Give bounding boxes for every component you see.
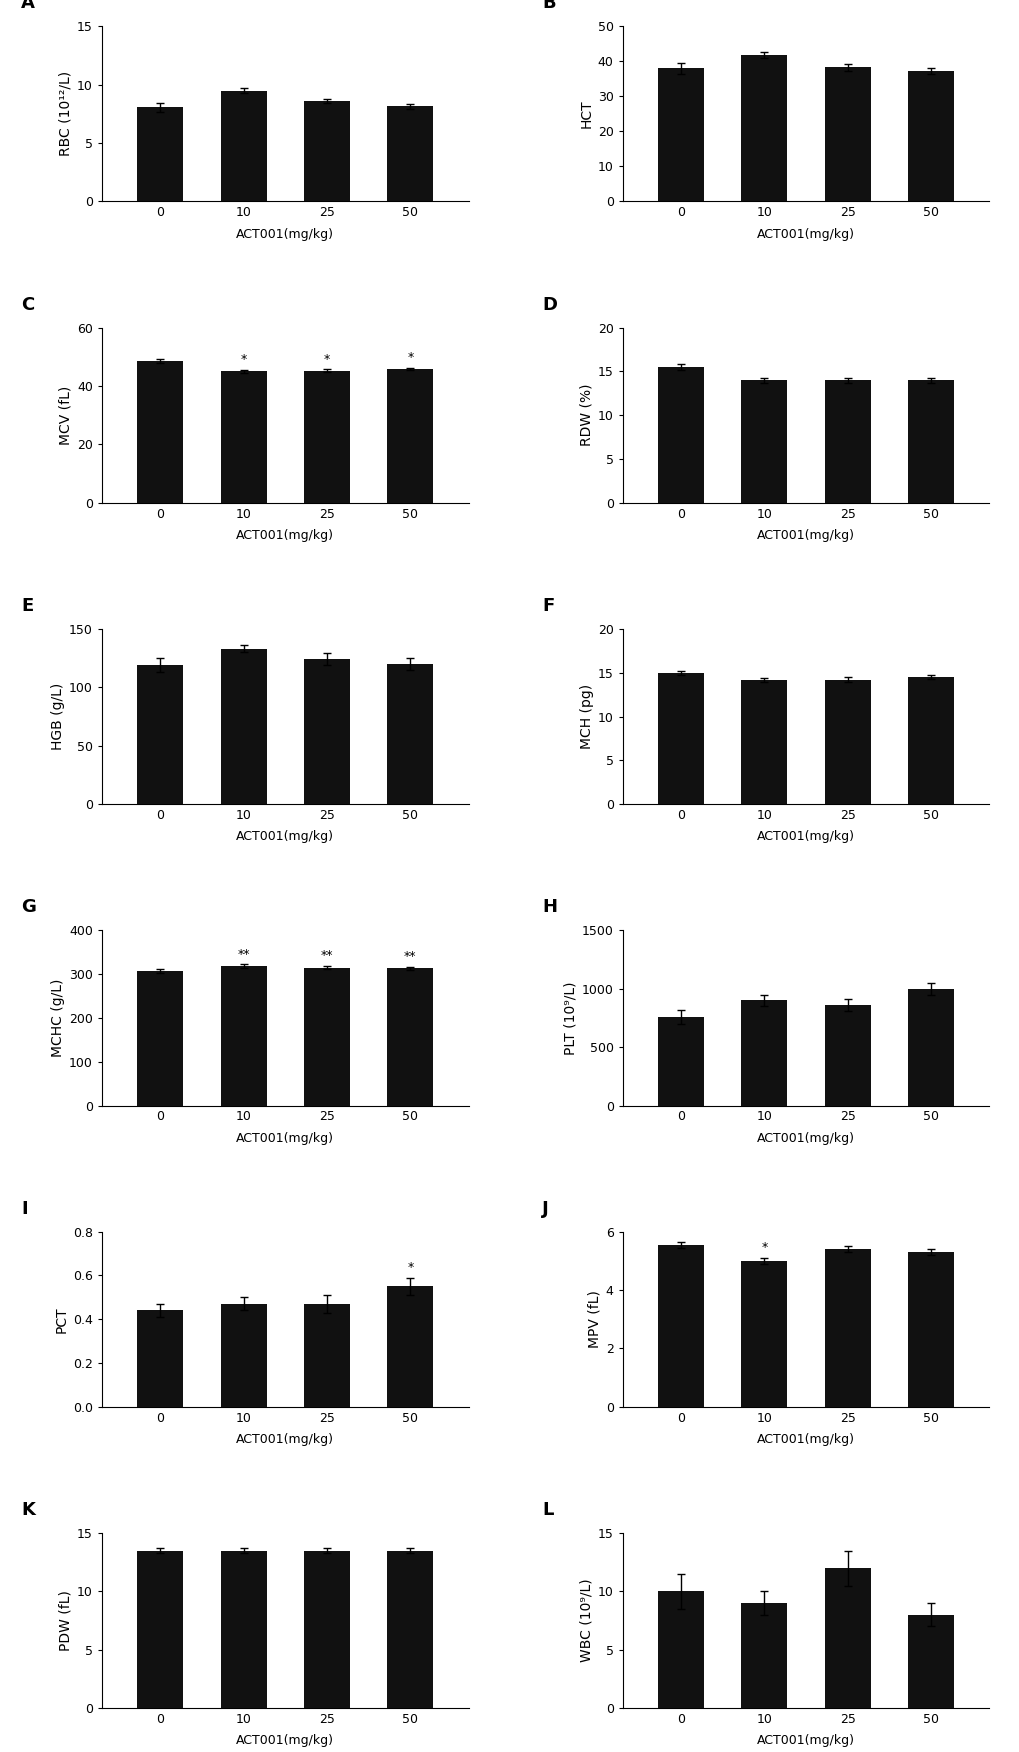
Bar <box>657 1244 703 1407</box>
X-axis label: ACT001(mg/kg): ACT001(mg/kg) <box>756 228 854 240</box>
Bar <box>138 107 183 201</box>
Bar <box>657 673 703 804</box>
Text: *: * <box>407 352 413 364</box>
Bar <box>387 1551 433 1708</box>
Bar <box>387 664 433 804</box>
Text: *: * <box>407 1261 413 1274</box>
Y-axis label: MCHC (g/L): MCHC (g/L) <box>51 979 65 1056</box>
Text: *: * <box>324 352 330 366</box>
Bar <box>220 91 266 201</box>
Bar <box>741 680 787 804</box>
Bar <box>387 969 433 1106</box>
Bar <box>657 68 703 201</box>
X-axis label: ACT001(mg/kg): ACT001(mg/kg) <box>236 529 334 541</box>
Bar <box>741 1261 787 1407</box>
Bar <box>387 370 433 503</box>
Y-axis label: WBC (10⁹/L): WBC (10⁹/L) <box>579 1579 593 1663</box>
Bar <box>824 1568 870 1708</box>
Y-axis label: HGB (g/L): HGB (g/L) <box>51 683 65 750</box>
Text: H: H <box>541 899 556 916</box>
Y-axis label: RBC (10¹²/L): RBC (10¹²/L) <box>59 72 73 156</box>
X-axis label: ACT001(mg/kg): ACT001(mg/kg) <box>756 1734 854 1747</box>
Text: K: K <box>21 1501 36 1519</box>
Text: L: L <box>541 1501 553 1519</box>
X-axis label: ACT001(mg/kg): ACT001(mg/kg) <box>756 1433 854 1445</box>
Bar <box>741 54 787 201</box>
Y-axis label: PLT (10⁹/L): PLT (10⁹/L) <box>564 981 577 1055</box>
Y-axis label: RDW (%): RDW (%) <box>579 384 593 447</box>
Bar <box>824 380 870 503</box>
Bar <box>138 971 183 1106</box>
X-axis label: ACT001(mg/kg): ACT001(mg/kg) <box>756 529 854 541</box>
X-axis label: ACT001(mg/kg): ACT001(mg/kg) <box>236 228 334 240</box>
X-axis label: ACT001(mg/kg): ACT001(mg/kg) <box>236 1433 334 1445</box>
Y-axis label: PCT: PCT <box>55 1305 68 1333</box>
Text: C: C <box>21 296 35 314</box>
Bar <box>907 678 953 804</box>
X-axis label: ACT001(mg/kg): ACT001(mg/kg) <box>756 1132 854 1144</box>
Bar <box>907 1615 953 1708</box>
Bar <box>304 102 350 201</box>
Bar <box>907 1253 953 1407</box>
Bar <box>657 1591 703 1708</box>
X-axis label: ACT001(mg/kg): ACT001(mg/kg) <box>756 830 854 843</box>
Bar <box>741 380 787 503</box>
Bar <box>657 368 703 503</box>
Text: E: E <box>21 597 34 615</box>
Text: I: I <box>21 1200 28 1218</box>
Bar <box>657 1016 703 1106</box>
Text: A: A <box>21 0 36 12</box>
Bar <box>138 361 183 503</box>
Bar <box>138 666 183 804</box>
Text: D: D <box>541 296 556 314</box>
Bar <box>907 988 953 1106</box>
X-axis label: ACT001(mg/kg): ACT001(mg/kg) <box>236 830 334 843</box>
Y-axis label: MPV (fL): MPV (fL) <box>587 1289 601 1349</box>
Text: F: F <box>541 597 553 615</box>
Bar <box>387 1286 433 1407</box>
Y-axis label: MCH (pg): MCH (pg) <box>579 683 593 750</box>
Bar <box>138 1310 183 1407</box>
Bar <box>138 1551 183 1708</box>
Bar <box>907 70 953 201</box>
Text: **: ** <box>404 950 416 964</box>
Bar <box>304 1551 350 1708</box>
Y-axis label: HCT: HCT <box>579 100 593 128</box>
Bar <box>220 1303 266 1407</box>
Text: **: ** <box>237 948 250 960</box>
Bar <box>824 67 870 201</box>
Bar <box>824 680 870 804</box>
Bar <box>907 380 953 503</box>
Bar <box>220 1551 266 1708</box>
Bar <box>741 1603 787 1708</box>
Bar <box>387 107 433 201</box>
Bar <box>304 659 350 804</box>
Bar <box>220 967 266 1106</box>
Text: J: J <box>541 1200 548 1218</box>
Text: *: * <box>240 354 247 366</box>
Text: *: * <box>760 1242 766 1254</box>
Bar <box>824 1249 870 1407</box>
Bar <box>741 1000 787 1106</box>
Y-axis label: MCV (fL): MCV (fL) <box>59 385 73 445</box>
Bar <box>304 1303 350 1407</box>
Bar <box>304 967 350 1106</box>
Y-axis label: PDW (fL): PDW (fL) <box>59 1591 73 1650</box>
Text: **: ** <box>320 950 333 962</box>
Text: G: G <box>21 899 36 916</box>
Bar <box>304 371 350 503</box>
Bar <box>220 648 266 804</box>
X-axis label: ACT001(mg/kg): ACT001(mg/kg) <box>236 1132 334 1144</box>
Bar <box>824 1006 870 1106</box>
Bar <box>220 371 266 503</box>
X-axis label: ACT001(mg/kg): ACT001(mg/kg) <box>236 1734 334 1747</box>
Text: B: B <box>541 0 555 12</box>
